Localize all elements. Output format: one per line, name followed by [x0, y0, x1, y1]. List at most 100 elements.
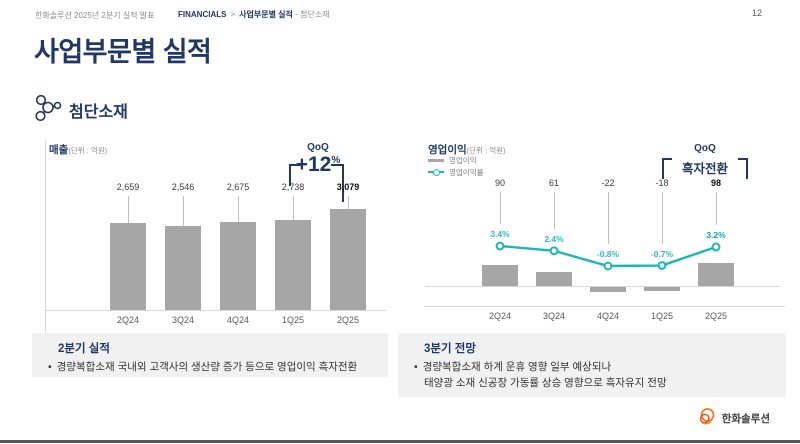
q2-results-heading: 2분기 실적 [58, 343, 110, 355]
bottom-accent-bar [0, 440, 800, 443]
leader-line [348, 196, 349, 209]
revenue-value-label: 2,738 [281, 182, 305, 192]
company-name: 한화솔루션 [721, 413, 770, 425]
revenue-chart: 매출(단위 : 억원) QoQ +12% 2,659 2Q24 2,546 3Q24 2… [45, 140, 390, 335]
revenue-bar-2Q24 [110, 222, 146, 310]
q3-outlook-text-line1: 경량복합소재 하계 운휴 영향 일부 예상되나 [422, 361, 612, 373]
qoq-bracket-left [289, 164, 302, 186]
profit-qoq-label: QoQ [694, 143, 716, 154]
legend-label-bar: 영업이익 [449, 155, 477, 165]
line-marker [603, 261, 613, 271]
profit-chart-unit: (단위 : 억원) [466, 146, 506, 155]
leader-line [662, 192, 663, 244]
category-label: 2Q24 [116, 315, 140, 325]
company-logo: 한화솔루션 [697, 406, 770, 431]
profit-zero-line [425, 286, 780, 287]
category-label: 2Q25 [336, 315, 360, 325]
margin-pct-label: -0.7% [650, 248, 674, 259]
profit-value-label: -18 [655, 178, 669, 188]
leader-line [608, 192, 609, 244]
leader-line [500, 192, 501, 224]
q2-results-bullet: • 경량복합소재 국내외 고객사의 생산량 증가 등으로 영업이익 흑자전환 [48, 360, 388, 376]
leader-line [716, 192, 717, 225]
category-label: 2Q24 [488, 311, 512, 321]
deck-title: 한화솔루션 2025년 2분기 실적 발표 [35, 11, 155, 20]
profit-chart: 영업이익(단위 : 억원) 영업이익 영업이익률 QoQ 흑자전환 90 3.4%… [425, 140, 785, 335]
margin-pct-label: 3.2% [706, 229, 726, 240]
revenue-chart-unit: (단위 : 억원) [68, 146, 108, 155]
legend-label-line: 영업이익률 [449, 167, 484, 177]
profit-qoq-value: 흑자전환 [681, 162, 728, 176]
q2-results-panel: 2분기 실적 • 경량복합소재 국내외 고객사의 생산량 증가 등으로 영업이익… [32, 333, 388, 377]
line-marker [711, 242, 721, 252]
segment-label: 첨단소재 [69, 104, 128, 121]
hanwha-logo-icon [697, 406, 717, 431]
revenue-x-axis [46, 310, 386, 311]
molecule-icon [33, 93, 62, 127]
breadcrumb-current: 사업부문별 실적 [239, 10, 293, 19]
bullet-icon: • [414, 361, 418, 373]
category-label: 3Q24 [542, 311, 566, 321]
profit-value-label: 90 [494, 178, 505, 188]
line-marker [495, 241, 505, 251]
revenue-qoq-label: QoQ [307, 142, 329, 153]
profit-bar-4Q24 [590, 287, 626, 293]
margin-pct-label: -0.8% [596, 249, 620, 259]
revenue-value-label: 3,079 [336, 182, 360, 192]
leader-line [128, 196, 129, 223]
category-label: 1Q25 [650, 311, 674, 321]
bullet-icon: • [48, 361, 52, 373]
q3-outlook-panel: 3분기 전망 • 경량복합소재 하계 운휴 영향 일부 예상되나 태양광 소재 … [398, 333, 786, 397]
line-marker [657, 261, 667, 270]
qoq-bracket-left [662, 158, 672, 179]
leader-line [238, 196, 239, 223]
profit-value-label: 61 [548, 178, 559, 188]
category-label: 4Q24 [226, 315, 250, 325]
leader-line [293, 196, 294, 221]
bar-swatch-icon [428, 158, 444, 162]
q3-outlook-heading: 3분기 전망 [424, 343, 476, 355]
leader-line [554, 192, 555, 229]
profit-bar-2Q24 [482, 265, 518, 286]
revenue-bar-4Q24 [220, 222, 256, 310]
revenue-value-label: 2,659 [116, 182, 140, 192]
category-label: 1Q25 [281, 315, 305, 325]
profit-value-label: 98 [710, 178, 721, 188]
page-number: 12 [751, 8, 762, 18]
revenue-value-label: 2,675 [226, 182, 250, 192]
revenue-value-label: 2,546 [171, 182, 195, 192]
profit-value-label: -22 [601, 178, 615, 188]
line-marker [549, 246, 559, 256]
revenue-bar-3Q24 [165, 226, 201, 310]
revenue-qoq-value: +12% [295, 153, 341, 176]
category-label: 4Q24 [596, 311, 620, 321]
revenue-bar-2Q25 [330, 209, 366, 310]
qoq-bracket-right [738, 158, 748, 179]
q3-outlook-text-line2: 태양광 소재 신공장 가동률 상승 영향으로 흑자유지 전망 [424, 376, 667, 389]
margin-pct-label: 3.4% [490, 229, 510, 239]
profit-legend: 영업이익 영업이익률 [428, 154, 484, 178]
profit-chart-title: 영업이익(단위 : 억원) [428, 140, 506, 158]
page-title: 사업부문별 실적 [34, 37, 212, 67]
legend-item-line: 영업이익률 [428, 166, 484, 178]
breadcrumb: FINANCIALS > 사업부문별 실적 - 첨단소재 [178, 9, 329, 20]
segment-header: 첨단소재 [33, 93, 128, 127]
qoq-bracket-right [331, 164, 344, 202]
profit-bar-3Q24 [536, 271, 572, 286]
profit-bar-1Q25 [644, 287, 680, 292]
revenue-bar-1Q25 [275, 220, 311, 310]
profit-bar-2Q25 [698, 263, 734, 286]
line-swatch-icon [428, 168, 444, 176]
revenue-chart-name: 매출 [49, 144, 69, 156]
category-label: 2Q25 [704, 311, 728, 321]
profit-x-axis [425, 306, 785, 307]
q3-outlook-bullet: • 경량복합소재 하계 운휴 영향 일부 예상되나 [414, 360, 786, 376]
breadcrumb-separator: > [230, 10, 236, 19]
leader-line [183, 196, 184, 227]
q2-results-text: 경량복합소재 국내외 고객사의 생산량 증가 등으로 영업이익 흑자전환 [56, 361, 358, 373]
breadcrumb-suffix: - 첨단소재 [295, 10, 330, 19]
revenue-chart-title: 매출(단위 : 억원) [49, 140, 107, 158]
legend-item-bar: 영업이익 [428, 154, 484, 166]
category-label: 3Q24 [171, 315, 195, 325]
profit-chart-name: 영업이익 [428, 144, 467, 156]
